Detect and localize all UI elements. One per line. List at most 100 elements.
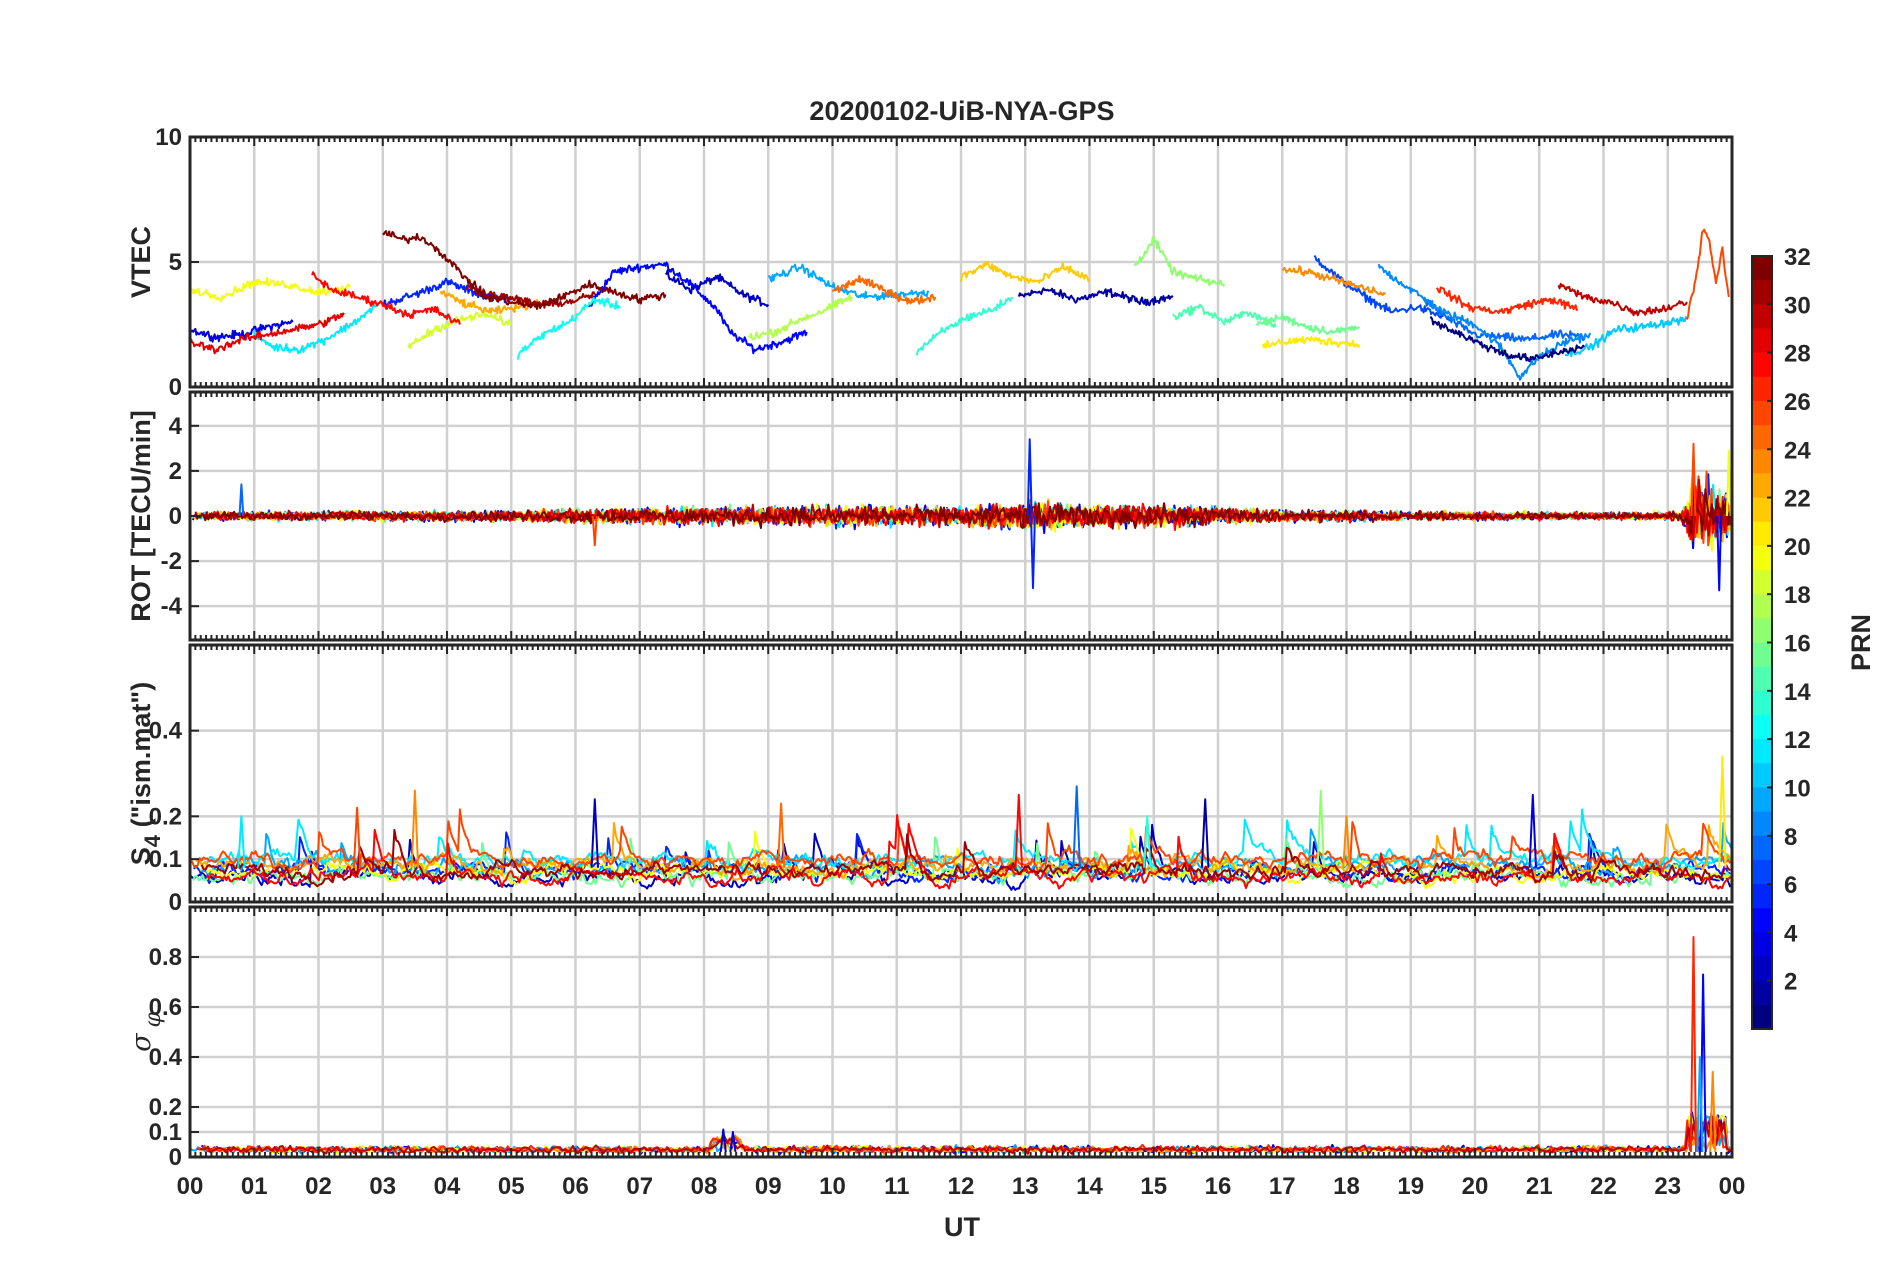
- sigma-phi-spike-prn-3: [719, 1128, 727, 1153]
- colorbar-band-prn-19: [1752, 570, 1772, 595]
- sigma-phi-spike-prn-27: [1689, 936, 1697, 1153]
- x-axis-title: UT: [944, 1212, 980, 1242]
- x-tick-label: 08: [691, 1173, 718, 1200]
- x-tick-label: 07: [626, 1173, 653, 1200]
- colorbar-band-prn-6: [1752, 884, 1772, 909]
- rot-x-minor-ticks: [189, 392, 1733, 640]
- s4-x-minor-ticks: [189, 645, 1733, 902]
- x-axis-tick-labels: 00 01 02 03 04 05 06 07 08 09 10 11 12 13 14 15 16 17 18 19…: [177, 1173, 1746, 1200]
- colorbar-band-prn-14: [1752, 690, 1772, 716]
- vtec-series-prn-14: [915, 296, 1014, 356]
- colorbar-band-prn-22: [1752, 497, 1772, 523]
- sigma-phi-spike-prn-10: [1696, 1056, 1704, 1153]
- x-tick-label: 22: [1590, 1173, 1617, 1200]
- vtec-series-prn-15: [1172, 303, 1277, 328]
- colorbar-band-prn-28: [1752, 352, 1772, 378]
- colorbar-band-prn-26: [1752, 400, 1772, 426]
- sigma_phi-y-tick-label: 0.6: [149, 994, 182, 1021]
- rot-panel: -4 -2 0 2 4 ROT [TECU/min]: [126, 390, 1734, 642]
- sigma-phi-series-prn-30: [199, 1111, 1732, 1155]
- rot-spike-prn-26: [591, 515, 598, 547]
- rot-spike-prn-26: [1690, 442, 1697, 517]
- sigma_phi-x-minor-ticks: [189, 907, 1733, 1157]
- colorbar-tick-label: 18: [1784, 582, 1811, 609]
- vtec-series-prn-21: [1262, 335, 1361, 349]
- vtec-series-prn-32: [382, 230, 667, 310]
- colorbar-tick-label: 16: [1784, 631, 1811, 658]
- sigma-phi-spike-prn-4: [729, 1131, 737, 1153]
- colorbar-band-prn-4: [1752, 932, 1772, 958]
- x-tick-label: 10: [819, 1173, 846, 1200]
- colorbar-band-prn-15: [1752, 666, 1772, 692]
- colorbar-tick-label: 6: [1784, 872, 1797, 899]
- sigma_phi-y-tick-label: 0.1: [149, 1119, 182, 1146]
- sigma_phi-y-axis-title-sub: φ: [141, 1011, 166, 1027]
- vtec-series-prn-9: [1377, 263, 1592, 381]
- colorbar-band-prn-20: [1752, 545, 1772, 571]
- sigma_phi-y-tick-label: 0.4: [149, 1044, 183, 1071]
- colorbar-tick-label: 22: [1784, 486, 1811, 513]
- sigma_phi-y-tick-label: 0.2: [149, 1094, 182, 1121]
- x-tick-label: 20: [1462, 1173, 1489, 1200]
- s4-series-group: [190, 755, 1732, 891]
- rot-y-tick-label: -2: [161, 548, 182, 575]
- colorbar-band-prn-27: [1752, 376, 1772, 402]
- rot-series-group: [191, 438, 1732, 592]
- s4-spike-prn-14: [1143, 815, 1152, 868]
- colorbar-band-prn-3: [1752, 956, 1772, 982]
- colorbar-band-prn-31: [1752, 280, 1772, 305]
- s4-spike-prn-24: [410, 789, 420, 868]
- s4-y-axis-title-rest: ("ism.mat"): [126, 682, 156, 835]
- vtec-series-prn-19: [407, 311, 513, 350]
- rot-y-tick-label: 2: [169, 458, 182, 485]
- vtec-series-prn-28: [311, 271, 461, 325]
- rot-spike-prn-20: [1725, 449, 1732, 517]
- vtec-x-minor-ticks: [189, 137, 1733, 387]
- colorbar-band-prn-5: [1752, 908, 1772, 933]
- vtec-grid: [190, 137, 1732, 387]
- vtec-series-prn-30: [1557, 282, 1688, 317]
- x-tick-label: 14: [1076, 1173, 1103, 1200]
- x-tick-label: 03: [369, 1173, 396, 1200]
- colorbar-tick-label: 26: [1784, 389, 1811, 416]
- s4-spike-prn-2: [1200, 798, 1210, 868]
- vtec-series-prn-1: [1429, 316, 1585, 363]
- x-tick-label: 17: [1269, 1173, 1296, 1200]
- x-tick-label: 15: [1140, 1173, 1167, 1200]
- x-tick-label: 16: [1205, 1173, 1232, 1200]
- vtec-series-prn-16: [1255, 312, 1360, 335]
- rot-series-prn-30: [194, 478, 1732, 543]
- colorbar-tick-label: 32: [1784, 244, 1811, 271]
- colorbar-tick-label: 28: [1784, 341, 1811, 368]
- s4-y-tick-label: 0.1: [149, 846, 182, 873]
- vtec-series-prn-2: [1017, 287, 1174, 307]
- s4-panel: 00.10.20.4S4 ("ism.mat"): [126, 643, 1734, 916]
- colorbar-tick-label: 10: [1784, 775, 1811, 802]
- x-tick-label: 00: [1719, 1173, 1746, 1200]
- s4-spike-prn-25: [776, 802, 786, 868]
- colorbar-band-prn-23: [1752, 473, 1772, 499]
- x-tick-label: 11: [884, 1173, 909, 1200]
- colorbar-tick-label: 2: [1784, 969, 1797, 996]
- x-tick-label: 05: [498, 1173, 525, 1200]
- s4-y-tick-label: 0: [169, 889, 182, 916]
- sigma_phi-y-axis-title-main: σ: [126, 1032, 157, 1052]
- rot-y-tick-label: -4: [161, 593, 183, 620]
- vtec-series-prn-27: [1435, 286, 1579, 315]
- s4-spike-prn-24: [1342, 815, 1351, 868]
- x-tick-label: 01: [241, 1173, 268, 1200]
- rot-spike-prn-6: [1030, 515, 1036, 590]
- colorbar-tick-label: 8: [1784, 824, 1797, 851]
- vtec-series-prn-31: [465, 284, 596, 309]
- s4-spike-prn-21: [1718, 755, 1727, 868]
- colorbar-tick-label: 14: [1784, 679, 1811, 706]
- x-tick-label: 18: [1333, 1173, 1360, 1200]
- s4-spike-prn-28: [1014, 793, 1023, 868]
- vtec-series-prn-17: [1133, 235, 1226, 287]
- s4-y-axis-title: S4 ("ism.mat"): [126, 682, 165, 865]
- vtec-series-prn-11: [1564, 316, 1688, 358]
- colorbar-tick-label: 12: [1784, 727, 1811, 754]
- vtec-series-group: [190, 228, 1730, 381]
- sigma_phi-y-tick-label: 0: [169, 1144, 182, 1171]
- colorbar-band-prn-8: [1752, 835, 1772, 861]
